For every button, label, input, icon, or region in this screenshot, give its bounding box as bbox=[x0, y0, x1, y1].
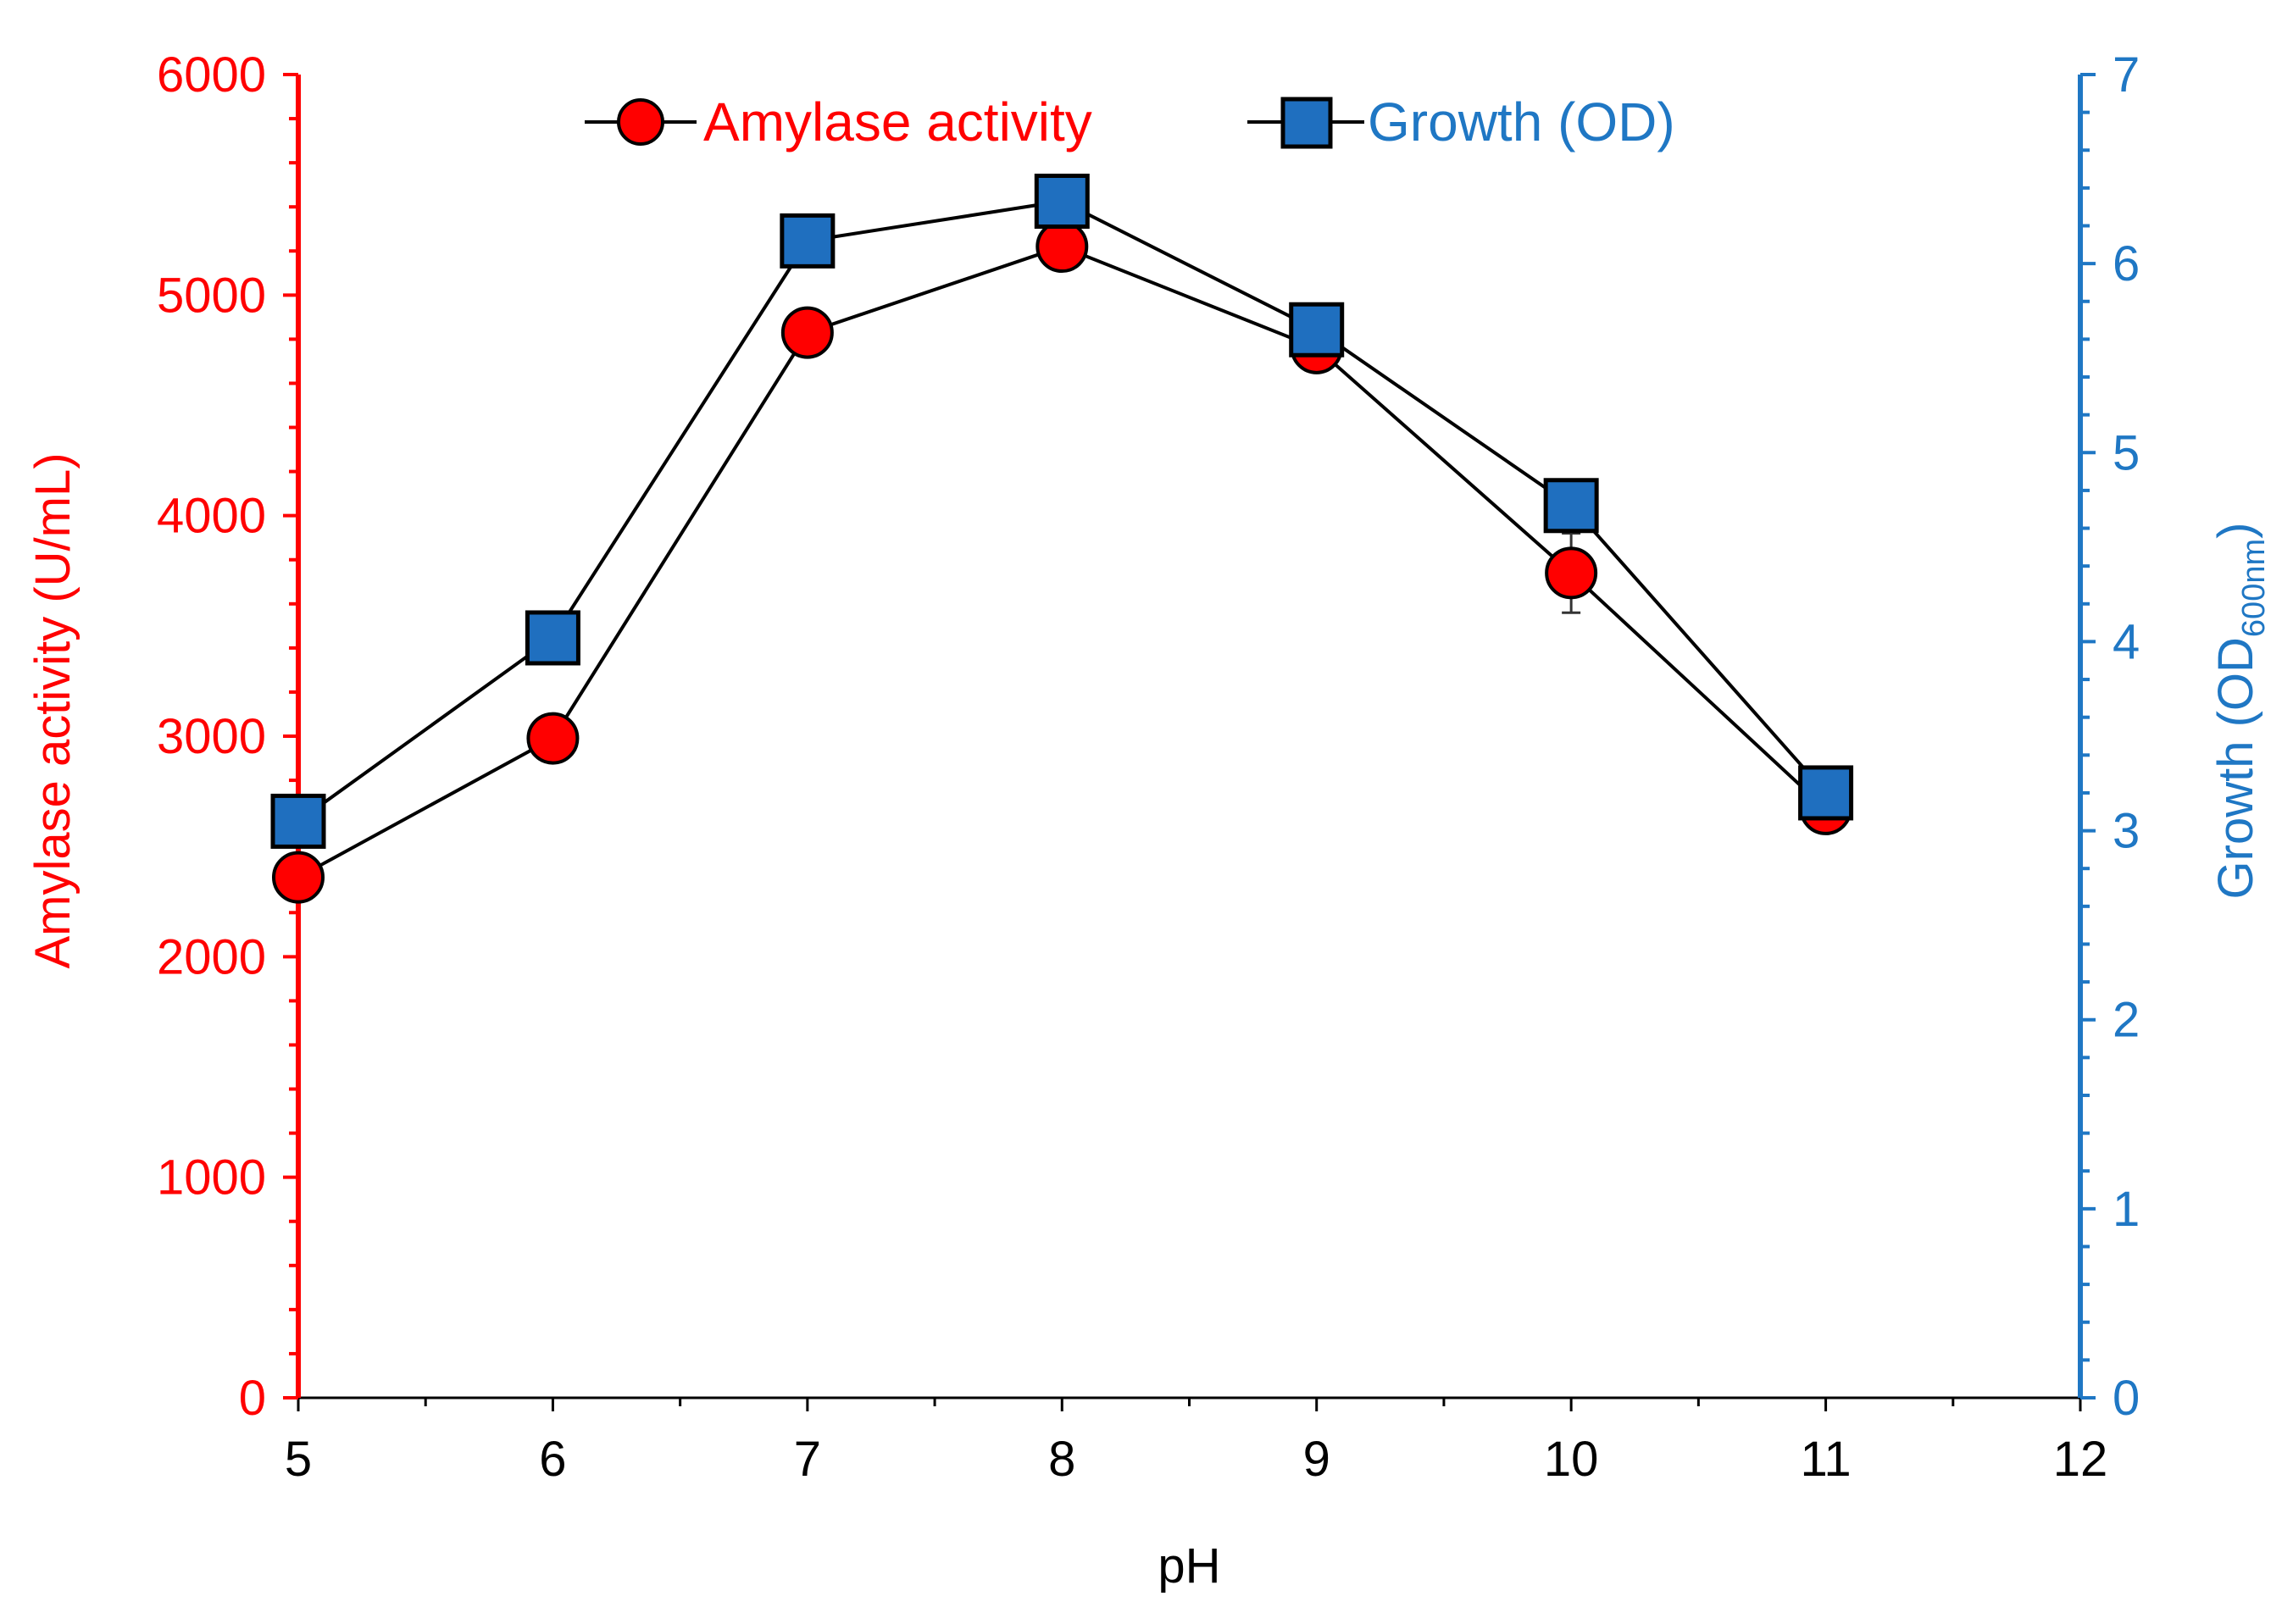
series-growth bbox=[270, 174, 1854, 849]
data-point-growth bbox=[1798, 765, 1854, 821]
data-point-growth bbox=[270, 793, 326, 849]
data-point-amylase bbox=[780, 306, 834, 359]
y-right-tick-label: 2 bbox=[2113, 993, 2140, 1048]
y-right-axis-ticks: 0 1 2 3 4 5 6 7 bbox=[2080, 47, 2140, 1426]
data-point-amylase bbox=[526, 712, 580, 765]
legend-amylase-marker bbox=[617, 98, 664, 146]
y-right-label-subscript: 600nm bbox=[2236, 539, 2272, 637]
data-point-growth bbox=[1543, 478, 1599, 534]
x-tick-label: 8 bbox=[1048, 1432, 1075, 1487]
y-right-tick-label: 3 bbox=[2113, 804, 2140, 859]
x-tick-label: 10 bbox=[1544, 1432, 1599, 1487]
y-right-tick-label: 5 bbox=[2113, 425, 2140, 480]
y-left-tick-label: 6000 bbox=[157, 47, 266, 103]
y-left-tick-label: 4000 bbox=[157, 489, 266, 544]
data-point-growth bbox=[1034, 174, 1090, 230]
x-axis-label: pH bbox=[1158, 1538, 1220, 1594]
y-right-axis-label: Growth (OD600nm) bbox=[2208, 523, 2272, 900]
y-left-tick-label: 5000 bbox=[157, 268, 266, 323]
y-left-axis-label: Amylase activity (U/mL) bbox=[25, 452, 81, 968]
data-point-amylase bbox=[272, 851, 325, 904]
data-point-growth bbox=[1289, 302, 1345, 358]
y-right-tick-label: 7 bbox=[2113, 47, 2140, 103]
y-right-label-end: ) bbox=[2208, 523, 2263, 539]
y-right-label-main: Growth (OD bbox=[2208, 637, 2263, 899]
series-layer bbox=[270, 174, 1854, 904]
legend-growth-label: Growth (OD) bbox=[1368, 91, 1675, 152]
y-left-tick-label: 0 bbox=[239, 1371, 266, 1426]
legend: Amylase activity Growth (OD) bbox=[585, 91, 1675, 152]
y-left-tick-label: 1000 bbox=[157, 1150, 266, 1206]
x-tick-label: 11 bbox=[1800, 1432, 1851, 1487]
data-point-growth bbox=[780, 213, 836, 269]
x-tick-label: 6 bbox=[539, 1432, 566, 1487]
legend-growth-marker bbox=[1280, 97, 1333, 149]
y-right-tick-label: 1 bbox=[2113, 1182, 2140, 1237]
y-right-tick-label: 6 bbox=[2113, 236, 2140, 291]
y-left-tick-label: 3000 bbox=[157, 709, 266, 764]
x-tick-label: 5 bbox=[285, 1432, 312, 1487]
y-left-tick-label: 2000 bbox=[157, 929, 266, 984]
data-point-amylase bbox=[1036, 220, 1089, 274]
y-right-tick-label: 4 bbox=[2113, 614, 2140, 669]
y-right-tick-label: 0 bbox=[2113, 1371, 2140, 1426]
data-point-amylase bbox=[1545, 546, 1598, 600]
data-point-growth bbox=[525, 610, 580, 666]
legend-amylase-label: Amylase activity bbox=[703, 91, 1092, 152]
series-line-amylase bbox=[297, 244, 1827, 879]
y-left-axis-ticks: 0 1000 2000 3000 4000 5000 6000 bbox=[157, 47, 298, 1426]
x-axis-ticks: 5 6 7 8 9 10 11 12 bbox=[285, 1398, 2107, 1487]
x-tick-label: 12 bbox=[2053, 1432, 2108, 1487]
series-amylase bbox=[272, 220, 1852, 904]
x-tick-label: 9 bbox=[1303, 1432, 1330, 1487]
x-tick-label: 7 bbox=[794, 1432, 821, 1487]
